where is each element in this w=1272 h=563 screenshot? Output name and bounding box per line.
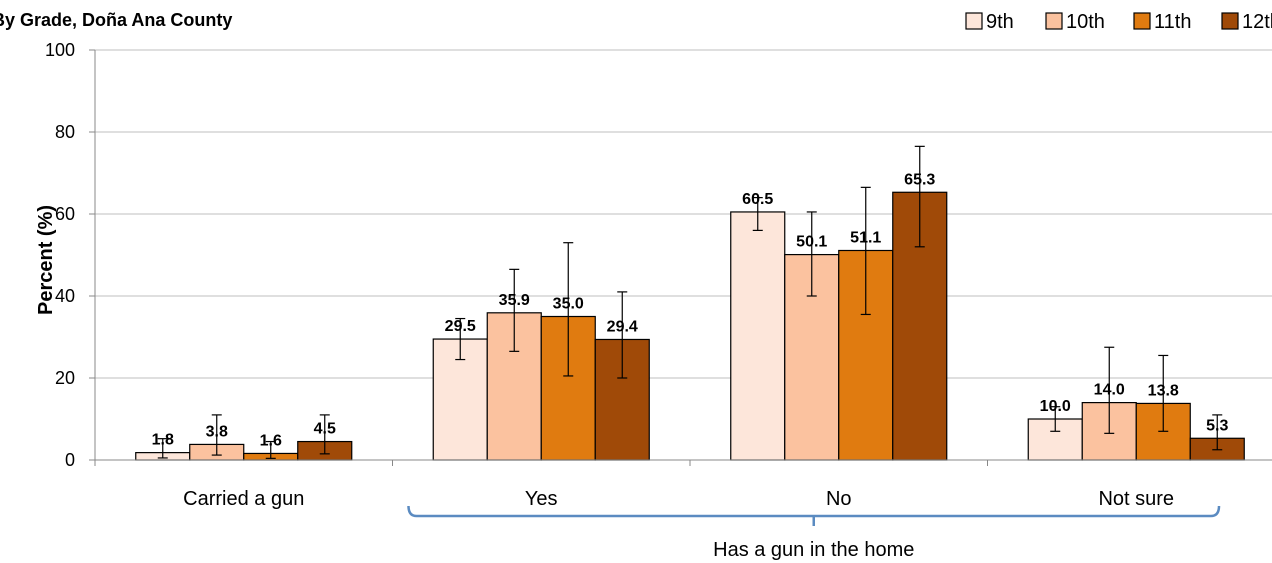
error-bars xyxy=(157,145,1223,459)
data-label: 51.1 xyxy=(850,229,881,246)
axes xyxy=(94,50,1272,466)
y-tick-label: 100 xyxy=(45,40,75,60)
data-label: 60.5 xyxy=(742,191,773,208)
category-label: No xyxy=(826,488,852,510)
data-label: 35.0 xyxy=(553,296,584,313)
data-label: 5.3 xyxy=(1206,417,1228,434)
category-label: Carried a gun xyxy=(183,488,304,510)
data-label: 1.8 xyxy=(152,432,174,449)
data-label: 10.0 xyxy=(1040,398,1071,415)
data-label: 35.9 xyxy=(499,292,530,309)
data-label: 14.0 xyxy=(1094,382,1125,399)
x-axis-categories: Carried a gun Yes No Not sure xyxy=(183,488,1174,510)
data-label: 4.5 xyxy=(314,421,336,438)
legend-swatch xyxy=(1133,12,1151,30)
y-tick-label: 20 xyxy=(55,368,75,388)
bars xyxy=(135,191,1245,461)
data-labels: 1.8 3.8 1.6 4.5 29.5 35.9 35.0 29.4 60.5 50.1 51.1… xyxy=(152,171,1229,449)
legend-swatch xyxy=(1221,12,1239,30)
legend-swatch xyxy=(965,12,983,30)
legend: 9th 10th 11th 12th xyxy=(965,11,1272,33)
category-label: Not sure xyxy=(1098,488,1174,510)
data-label: 65.3 xyxy=(904,171,935,188)
legend-swatch xyxy=(1045,12,1063,30)
y-axis-label: Percent (%) xyxy=(35,205,57,315)
legend-label: 12th xyxy=(1242,11,1272,33)
group-label: Has a gun in the home xyxy=(713,539,914,561)
chart-title: By Grade, Doña Ana County xyxy=(0,10,232,30)
category-label: Yes xyxy=(525,488,558,510)
group-bracket: Has a gun in the home xyxy=(407,505,1221,561)
bar xyxy=(730,211,786,461)
y-tick-label: 80 xyxy=(55,122,75,142)
gridlines xyxy=(95,49,1272,379)
data-label: 3.8 xyxy=(206,423,228,440)
data-label: 29.5 xyxy=(445,318,476,335)
legend-label: 10th xyxy=(1066,11,1105,33)
data-label: 13.8 xyxy=(1148,382,1179,399)
y-tick-label: 0 xyxy=(65,450,75,470)
y-tick-label: 40 xyxy=(55,286,75,306)
data-label: 1.6 xyxy=(260,432,282,449)
legend-label: 9th xyxy=(986,11,1014,33)
data-label: 29.4 xyxy=(607,318,638,335)
legend-label: 11th xyxy=(1154,11,1191,33)
data-label: 50.1 xyxy=(796,234,827,251)
y-tick-label: 60 xyxy=(55,204,75,224)
y-axis-ticks: 0 20 40 60 80 100 xyxy=(45,40,95,470)
